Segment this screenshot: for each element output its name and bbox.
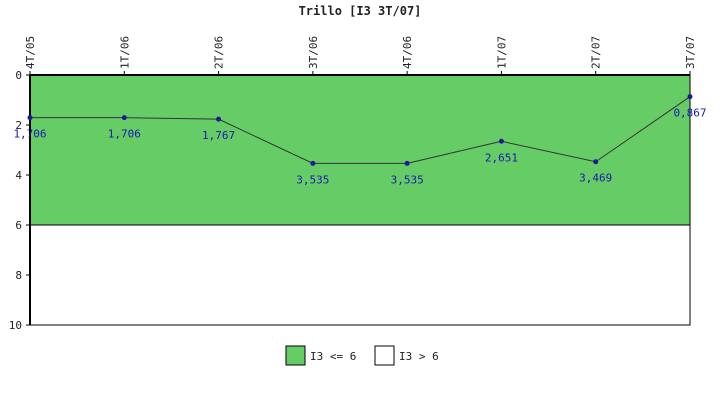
legend-label: I3 <= 6 (310, 350, 356, 363)
legend-label: I3 > 6 (399, 350, 439, 363)
data-point (404, 160, 410, 166)
series-layer (27, 94, 693, 166)
labels-layer: 1,706 1,706 1,767 3,535 3,535 2,651 3,469 0,867 (13, 107, 706, 187)
legend: I3 <= 6 I3 > 6 (285, 345, 439, 366)
data-point (121, 115, 127, 121)
x-tick-label: 1T/06 (118, 36, 131, 69)
x-tick-label: 4T/06 (401, 36, 414, 69)
legend-swatch (374, 345, 395, 366)
data-label: 3,535 (296, 173, 329, 186)
y-tick-label: 2 (15, 119, 22, 132)
data-label: 1,706 (108, 128, 141, 141)
data-label: 3,469 (579, 172, 612, 185)
bands-layer (29, 74, 691, 326)
y-tick-label: 8 (15, 269, 22, 282)
data-label: 2,651 (485, 151, 518, 164)
series-line (30, 96, 691, 164)
x-tick-label: 2T/07 (590, 36, 603, 69)
legend-swatch (285, 345, 306, 366)
y-tick-label: 4 (15, 169, 22, 182)
axes-layer: 0 2 4 6 8 10 4T/05 1T/06 2T/06 3T/06 4T/06 1T/07 2T/… (9, 36, 697, 332)
x-tick-label: 4T/05 (24, 36, 37, 69)
data-point (216, 116, 222, 122)
data-point (593, 159, 599, 165)
chart-title: Trillo [I3 3T/07] (299, 4, 422, 18)
data-point (27, 115, 33, 121)
data-label: 3,535 (391, 173, 424, 186)
data-label: 0,867 (673, 107, 706, 120)
data-label: 1,767 (202, 129, 235, 142)
x-tick-label: 3T/07 (684, 36, 697, 69)
y-tick-label: 6 (15, 219, 22, 232)
band-0 (29, 74, 691, 226)
data-label: 1,706 (13, 128, 46, 141)
y-tick-label: 10 (9, 319, 22, 332)
data-point (498, 138, 504, 144)
x-tick-label: 2T/06 (213, 36, 226, 69)
x-tick-label: 3T/06 (307, 36, 320, 69)
y-tick-label: 0 (15, 69, 22, 82)
x-tick-label: 1T/07 (495, 36, 508, 69)
data-point (310, 160, 316, 166)
band-1 (29, 224, 691, 326)
data-point (687, 94, 693, 100)
